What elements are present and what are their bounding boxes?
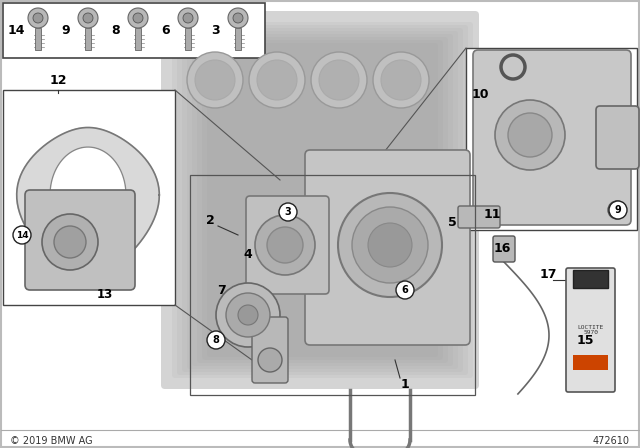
Circle shape [609, 201, 627, 219]
FancyBboxPatch shape [458, 206, 500, 228]
Circle shape [279, 203, 297, 221]
Circle shape [267, 227, 303, 263]
Text: 10: 10 [471, 89, 489, 102]
Text: © 2019 BMW AG: © 2019 BMW AG [10, 436, 93, 446]
Text: 13: 13 [97, 289, 113, 302]
FancyBboxPatch shape [207, 43, 438, 357]
Circle shape [133, 13, 143, 23]
Text: 11: 11 [483, 208, 500, 221]
Circle shape [28, 8, 48, 28]
Bar [573, 355, 608, 370]
Text: 6: 6 [162, 23, 170, 36]
Circle shape [195, 60, 235, 100]
Text: 5: 5 [447, 215, 456, 228]
Bar [135, 28, 141, 50]
Text: 3: 3 [285, 207, 291, 217]
Circle shape [33, 13, 43, 23]
FancyBboxPatch shape [566, 268, 615, 392]
Circle shape [128, 8, 148, 28]
Circle shape [83, 13, 93, 23]
Bar [466, 48, 637, 230]
Circle shape [54, 226, 86, 258]
Circle shape [381, 60, 421, 100]
FancyBboxPatch shape [246, 196, 329, 294]
Circle shape [319, 60, 359, 100]
Circle shape [226, 293, 270, 337]
Bar [185, 28, 191, 50]
FancyBboxPatch shape [305, 150, 470, 345]
FancyBboxPatch shape [252, 317, 288, 383]
Text: 16: 16 [493, 241, 511, 254]
FancyBboxPatch shape [202, 40, 443, 360]
Circle shape [257, 60, 297, 100]
Text: 7: 7 [218, 284, 227, 297]
Circle shape [183, 13, 193, 23]
FancyBboxPatch shape [177, 25, 468, 375]
Polygon shape [50, 147, 126, 243]
Text: 4: 4 [244, 249, 252, 262]
Circle shape [352, 207, 428, 283]
Circle shape [42, 214, 98, 270]
Circle shape [373, 52, 429, 108]
Bar [3, 90, 175, 305]
FancyBboxPatch shape [187, 31, 458, 369]
Circle shape [495, 100, 565, 170]
Text: 2: 2 [205, 214, 214, 227]
Circle shape [216, 283, 280, 347]
Text: 472610: 472610 [593, 436, 630, 446]
FancyBboxPatch shape [596, 106, 639, 169]
Bar [3, 3, 265, 58]
Bar [235, 28, 241, 50]
Text: 1: 1 [401, 379, 410, 392]
Text: 14: 14 [7, 23, 25, 36]
Text: 9: 9 [614, 205, 621, 215]
Bar [573, 270, 608, 288]
FancyBboxPatch shape [182, 28, 463, 372]
Circle shape [238, 305, 258, 325]
Text: 12: 12 [49, 73, 67, 86]
Text: 17: 17 [540, 268, 557, 281]
Bar [85, 28, 91, 50]
FancyBboxPatch shape [25, 190, 135, 290]
Circle shape [338, 193, 442, 297]
Text: 14: 14 [16, 231, 28, 240]
Circle shape [258, 348, 282, 372]
Circle shape [249, 52, 305, 108]
Circle shape [396, 281, 414, 299]
Circle shape [311, 52, 367, 108]
FancyBboxPatch shape [493, 236, 515, 262]
Circle shape [255, 215, 315, 275]
Text: 8: 8 [112, 23, 120, 36]
Bar [190, 175, 475, 395]
Circle shape [368, 223, 412, 267]
Circle shape [612, 205, 622, 215]
Circle shape [228, 8, 248, 28]
Text: 8: 8 [212, 335, 220, 345]
FancyBboxPatch shape [172, 22, 473, 378]
Polygon shape [17, 128, 159, 277]
FancyBboxPatch shape [473, 50, 631, 225]
Circle shape [608, 201, 626, 219]
Circle shape [187, 52, 243, 108]
Text: LOCTITE
5970: LOCTITE 5970 [578, 325, 604, 336]
FancyBboxPatch shape [192, 34, 453, 366]
Text: 9: 9 [61, 23, 70, 36]
Circle shape [207, 331, 225, 349]
Circle shape [508, 113, 552, 157]
Circle shape [13, 226, 31, 244]
Circle shape [178, 8, 198, 28]
Bar [35, 28, 41, 50]
Circle shape [233, 13, 243, 23]
Text: 3: 3 [212, 23, 220, 36]
FancyBboxPatch shape [197, 37, 448, 363]
Text: 6: 6 [402, 285, 408, 295]
Text: 15: 15 [576, 333, 594, 346]
FancyBboxPatch shape [161, 11, 479, 389]
Circle shape [78, 8, 98, 28]
